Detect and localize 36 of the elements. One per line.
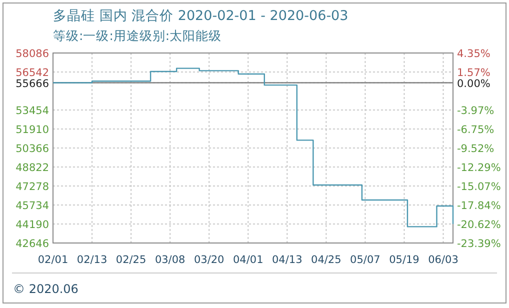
x-tick-label: 03/20 xyxy=(194,254,224,266)
y-tick-label: 48822 xyxy=(16,162,49,174)
y2-tick-label: -9.52% xyxy=(457,143,494,155)
y-tick-label: 55666 xyxy=(16,78,50,90)
x-tick-label: 03/08 xyxy=(154,254,186,266)
y2-tick-label: -23.39% xyxy=(457,238,501,250)
y-tick-label: 45734 xyxy=(16,200,50,212)
x-tick-label: 05/19 xyxy=(389,254,420,266)
y-tick-label: 42646 xyxy=(16,238,50,250)
x-tick-label: 02/25 xyxy=(116,254,146,266)
y2-tick-label: 0.00% xyxy=(457,78,490,90)
y-tick-label: 53454 xyxy=(16,105,50,117)
y-tick-label: 44190 xyxy=(16,219,49,231)
text: © 2020.06 xyxy=(13,282,78,296)
x-tick-label: 06/03 xyxy=(428,254,458,266)
y2-tick-label: 4.35% xyxy=(457,48,490,60)
y-tick-label: 50366 xyxy=(16,143,50,155)
x-tick-label: 04/01 xyxy=(232,254,264,266)
y2-tick-label: -15.07% xyxy=(457,181,501,194)
y2-tick-label: 1.57% xyxy=(457,67,490,80)
y2-tick-label: -20.62% xyxy=(457,219,501,232)
y2-tick-label: -12.29% xyxy=(457,162,501,174)
x-tick-label: 04/13 xyxy=(272,254,302,266)
y2-tick-label: -3.97% xyxy=(457,104,494,117)
x-tick-label: 04/25 xyxy=(311,254,342,266)
y-tick-label: 58086 xyxy=(16,48,50,60)
x-tick-label: 05/07 xyxy=(350,254,380,266)
y-tick-label: 47278 xyxy=(16,181,49,193)
x-tick-label: 02/01 xyxy=(38,254,68,266)
y-tick-label: 56542 xyxy=(16,67,49,79)
x-tick-label: 02/13 xyxy=(76,254,108,266)
y-tick-label: 51910 xyxy=(16,124,49,136)
y2-tick-label: -17.84% xyxy=(457,200,501,212)
chart-title: 多晶硅 国内 混合价 2020-02-01 - 2020-06-03 xyxy=(53,8,348,24)
y2-tick-label: -6.75% xyxy=(457,124,494,136)
chart-subtitle: 等级:一级:用途级别:太阳能级 xyxy=(53,28,222,43)
